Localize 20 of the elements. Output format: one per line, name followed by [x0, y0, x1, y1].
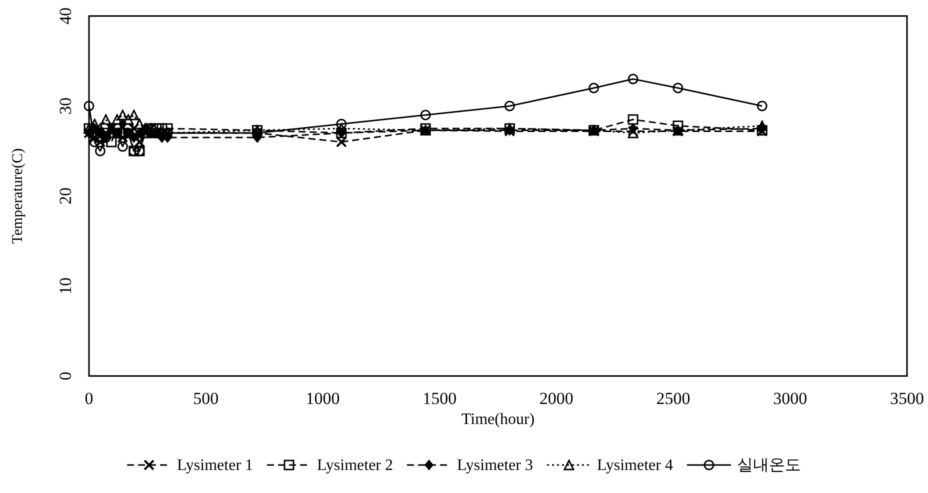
- x-tick-label: 500: [193, 389, 219, 408]
- legend-label: Lysimeter 2: [317, 457, 393, 474]
- x-tick-label: 3000: [773, 389, 808, 408]
- y-tick-label: 20: [56, 188, 75, 204]
- x-tick-label: 2000: [539, 389, 574, 408]
- y-tick-label: 30: [56, 98, 75, 114]
- x-tick-label: 1500: [422, 389, 457, 408]
- x-tick-label: 3500: [890, 389, 924, 408]
- y-tick-label: 10: [56, 278, 75, 294]
- legend-label: Lysimeter 1: [177, 457, 254, 474]
- x-tick-label: 1000: [306, 389, 340, 408]
- y-axis-title: Temperature(C): [10, 148, 26, 244]
- legend-label: 실내온도: [736, 457, 801, 474]
- x-tick-label: 0: [84, 389, 94, 408]
- legend-label: Lysimeter 4: [596, 457, 673, 474]
- legend-label: Lysimeter 3: [457, 457, 533, 474]
- x-axis-title: Time(hour): [461, 411, 535, 428]
- x-tick-label: 2500: [656, 389, 690, 408]
- y-tick-label: 40: [56, 8, 75, 24]
- y-tick-label: 0: [56, 372, 75, 380]
